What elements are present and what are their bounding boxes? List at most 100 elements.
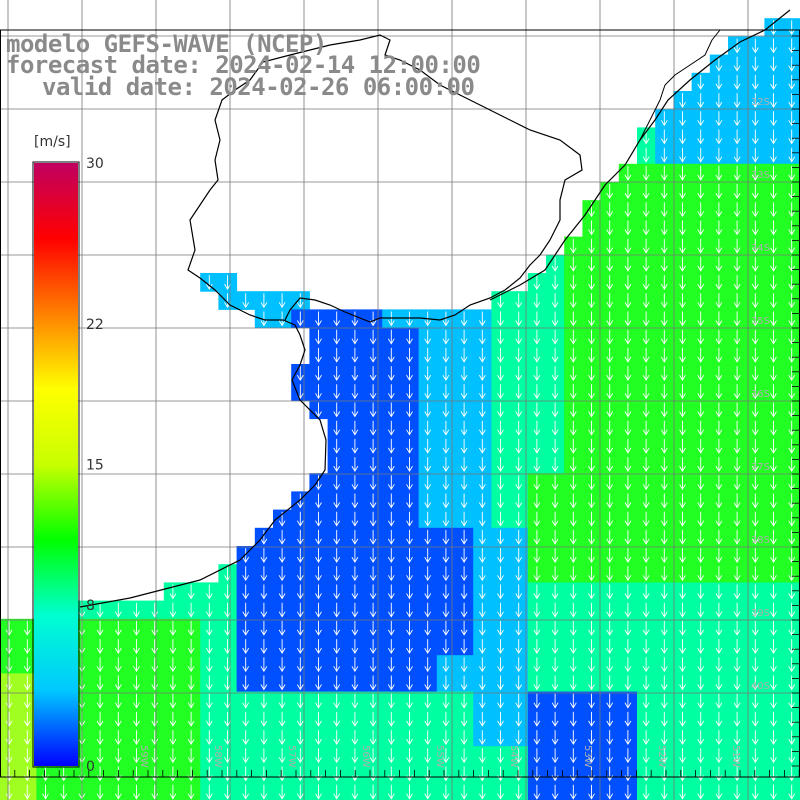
wind-arrow [751, 711, 759, 727]
wind-arrow [697, 584, 705, 600]
wind-arrow [606, 511, 614, 527]
wind-arrow [296, 529, 304, 545]
wind-arrow [624, 620, 632, 636]
wind-arrow [424, 366, 432, 381]
wind-arrow [751, 693, 759, 709]
wind-arrow [624, 275, 632, 290]
wind-arrow [624, 639, 632, 654]
wind-arrow [497, 639, 504, 654]
wind-arrow [424, 548, 432, 563]
wind-arrow [788, 184, 796, 199]
wind-arrow [642, 693, 650, 709]
wind-arrow [333, 420, 341, 436]
wind-arrow [624, 220, 632, 236]
wind-arrow [606, 256, 614, 272]
wind-arrow [751, 566, 759, 582]
wind-arrow [679, 238, 686, 254]
wind-arrow [387, 639, 395, 654]
wind-arrow [770, 438, 777, 454]
wind-arrow [642, 657, 650, 673]
wind-arrow [733, 529, 741, 545]
wind-arrow [679, 347, 686, 363]
wind-arrow [114, 657, 122, 673]
wind-arrow [751, 639, 759, 654]
wind-arrow [260, 784, 268, 800]
wind-arrow [624, 529, 632, 545]
wind-arrow [169, 620, 177, 636]
wind-arrow [569, 711, 577, 727]
colorbar-tick-label: 30 [86, 156, 104, 172]
wind-arrow [387, 457, 395, 472]
wind-arrow [788, 784, 796, 800]
wind-arrow [351, 457, 359, 472]
wind-arrow [133, 748, 140, 764]
wind-arrow [242, 730, 250, 745]
wind-arrow [406, 639, 413, 654]
wind-arrow [770, 111, 777, 127]
wind-arrow [515, 402, 523, 418]
wind-arrow [315, 620, 322, 636]
wind-arrow [296, 566, 304, 582]
wind-arrow [460, 711, 468, 727]
wind-arrow [733, 366, 741, 381]
wind-arrow [460, 511, 468, 527]
wind-arrow [424, 784, 432, 800]
wind-arrow [569, 730, 577, 745]
wind-arrow [533, 584, 541, 600]
wind-arrow [460, 693, 468, 709]
wind-arrow [751, 129, 759, 145]
wind-arrow [369, 730, 377, 745]
wind-arrow [679, 366, 686, 381]
wind-arrow [515, 602, 523, 618]
wind-arrow [515, 475, 523, 491]
wind-arrow [606, 347, 614, 363]
wind-arrow [478, 366, 486, 381]
wind-arrow [224, 675, 231, 691]
lat-label: 40S [751, 681, 770, 692]
wind-arrow [460, 384, 468, 400]
wind-arrow [369, 366, 377, 381]
wind-arrow [660, 566, 668, 582]
wind-arrow [788, 602, 796, 618]
wind-arrow [5, 748, 13, 764]
wind-arrow [697, 329, 705, 345]
wind-arrow [606, 202, 614, 218]
wind-arrow [551, 784, 559, 800]
wind-arrow [588, 675, 595, 691]
wind-arrow [751, 74, 759, 90]
wind-arrow [551, 639, 559, 654]
wind-arrow [114, 620, 122, 636]
wind-arrow [497, 548, 504, 563]
wind-arrow [333, 438, 341, 454]
wind-arrow [406, 384, 413, 400]
wind-arrow [697, 438, 705, 454]
wind-arrow [770, 238, 777, 254]
wind-arrow [442, 693, 450, 709]
wind-arrow [387, 493, 395, 509]
wind-arrow [660, 220, 668, 236]
wind-arrow [315, 675, 322, 691]
wind-arrow [351, 420, 359, 436]
wind-arrow [588, 602, 595, 618]
wind-arrow [588, 311, 595, 327]
wind-arrow [406, 493, 413, 509]
wind-arrow [260, 639, 268, 654]
wind-arrow [387, 748, 395, 764]
wind-arrow [242, 711, 250, 727]
wind-arrow [424, 602, 432, 618]
wind-arrow [679, 275, 686, 290]
wind-arrow [569, 347, 577, 363]
wind-arrow [660, 730, 668, 745]
wind-arrow [533, 675, 541, 691]
wind-arrow [497, 493, 504, 509]
wind-arrow [624, 511, 632, 527]
wind-arrow [169, 675, 177, 691]
wind-arrow [351, 402, 359, 418]
wind-arrow [788, 129, 796, 145]
wind-arrow [369, 602, 377, 618]
wind-arrow [788, 165, 796, 181]
wind-arrow [606, 711, 614, 727]
wind-arrow [733, 602, 741, 618]
wind-arrow [96, 657, 104, 673]
wind-arrow [369, 511, 377, 527]
